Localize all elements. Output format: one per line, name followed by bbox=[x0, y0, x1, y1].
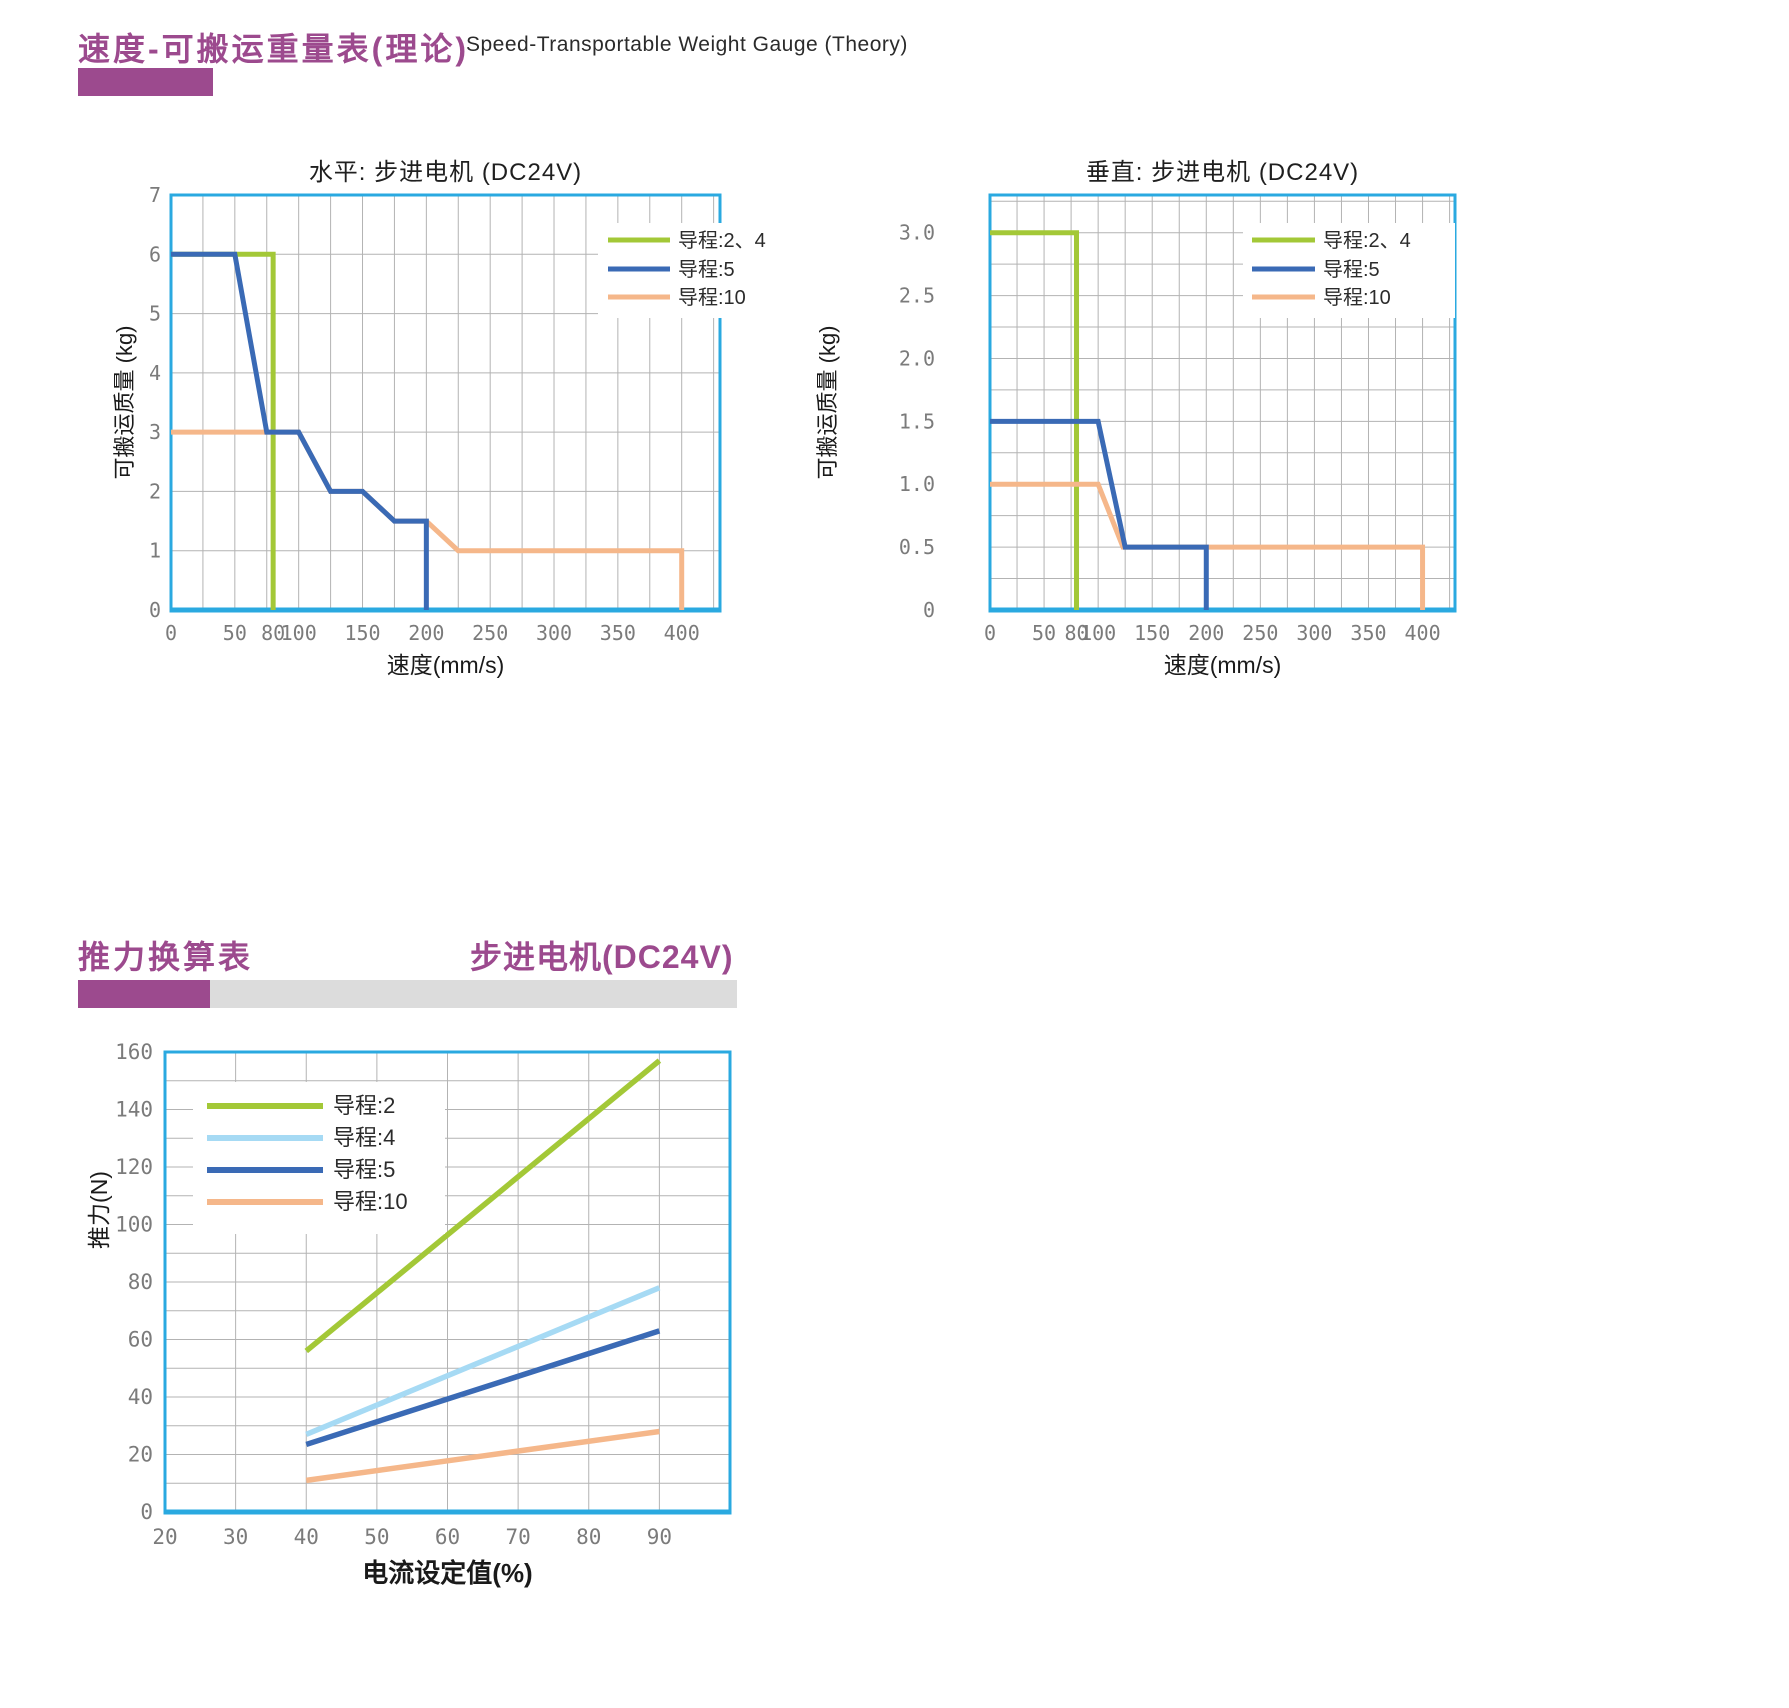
y-tick-label: 3.0 bbox=[899, 221, 935, 245]
y-tick-label: 0 bbox=[149, 598, 161, 622]
x-tick-label: 50 bbox=[1032, 621, 1056, 645]
chart-vertical-title: 垂直: 步进电机 (DC24V) bbox=[1085, 159, 1360, 186]
x-tick-label: 200 bbox=[408, 621, 444, 645]
y-tick-label: 0 bbox=[923, 598, 935, 622]
chart-vertical-plot: 导程:2、4 导程:5 导程:10 0 50 80 100 150 200 250 300 350 40… bbox=[800, 185, 1470, 690]
y-tick-label: 140 bbox=[115, 1098, 153, 1122]
series-导程:5 bbox=[990, 418, 1209, 610]
x-tick-label: 50 bbox=[364, 1525, 389, 1549]
y-tick-label: 0 bbox=[140, 1500, 153, 1524]
x-tick-label: 200 bbox=[1188, 621, 1224, 645]
y-tick-label: 2.5 bbox=[899, 284, 935, 308]
legend-label: 导程:2、4 bbox=[1323, 229, 1411, 252]
x-tick-label: 80 bbox=[1064, 621, 1088, 645]
x-tick-label: 150 bbox=[1134, 621, 1170, 645]
y-tick-label: 20 bbox=[128, 1443, 153, 1467]
x-tick-label: 400 bbox=[1404, 621, 1440, 645]
y-tick-label: 1.0 bbox=[899, 472, 935, 496]
x-axis-title: 速度(mm/s) bbox=[387, 652, 505, 678]
y-tick-label: 1.5 bbox=[899, 409, 935, 433]
legend-label: 导程:10 bbox=[333, 1189, 408, 1214]
x-axis-title: 电流设定值(%) bbox=[362, 1558, 532, 1588]
series-导程:10 bbox=[305, 1428, 660, 1484]
x-tick-label: 30 bbox=[223, 1525, 248, 1549]
x-tick-label: 70 bbox=[505, 1525, 530, 1549]
y-tick-label: 7 bbox=[149, 185, 161, 207]
y-tick-label: 2 bbox=[149, 479, 161, 503]
legend-label: 导程:10 bbox=[678, 286, 746, 309]
y-axis-title: 可搬运质量 (kg) bbox=[112, 325, 137, 479]
legend-label: 导程:4 bbox=[333, 1125, 395, 1150]
chart-vertical-speed-weight: 垂直: 步进电机 (DC24V) 导程:2、4 导程:5 导程:10 0 50 80 100… bbox=[800, 152, 1470, 692]
legend-label: 导程:5 bbox=[678, 258, 735, 281]
x-tick-label: 350 bbox=[600, 621, 636, 645]
x-tick-label: 300 bbox=[536, 621, 572, 645]
x-tick-label: 90 bbox=[647, 1525, 672, 1549]
x-tick-label: 80 bbox=[576, 1525, 601, 1549]
y-tick-label: 2.0 bbox=[899, 346, 935, 370]
x-tick-label: 60 bbox=[435, 1525, 460, 1549]
legend-label: 导程:10 bbox=[1323, 286, 1391, 309]
section2-gray-bar bbox=[210, 980, 737, 1008]
y-tick-label: 5 bbox=[149, 302, 161, 326]
section1-title-zh: 速度-可搬运重量表(理论) bbox=[78, 31, 469, 67]
x-tick-label: 20 bbox=[152, 1525, 177, 1549]
series-导程:5 bbox=[305, 1328, 661, 1448]
legend-label: 导程:2 bbox=[333, 1093, 395, 1118]
x-tick-label: 350 bbox=[1350, 621, 1386, 645]
x-tick-label: 50 bbox=[223, 621, 247, 645]
x-tick-label: 400 bbox=[664, 621, 700, 645]
chart-horizontal-plot: 导程:2、4 导程:5 导程:10 0 50 80 100 150 200 250 300 350 40… bbox=[110, 185, 770, 690]
y-tick-label: 3 bbox=[149, 420, 161, 444]
x-tick-label: 100 bbox=[1080, 621, 1116, 645]
section1-title-en: Speed-Transportable Weight Gauge (Theory… bbox=[466, 33, 908, 56]
y-tick-label: 160 bbox=[115, 1040, 153, 1064]
x-tick-label: 250 bbox=[1242, 621, 1278, 645]
x-axis-title: 速度(mm/s) bbox=[1164, 652, 1282, 678]
y-axis-title: 可搬运质量 (kg) bbox=[815, 325, 840, 479]
x-tick-label: 0 bbox=[984, 621, 996, 645]
y-tick-label: 0.5 bbox=[899, 535, 935, 559]
y-axis-title: 推力(N) bbox=[86, 1171, 112, 1249]
legend-label: 导程:2、4 bbox=[678, 229, 766, 252]
y-tick-label: 120 bbox=[115, 1155, 153, 1179]
y-tick-label: 1 bbox=[149, 539, 161, 563]
y-tick-label: 100 bbox=[115, 1213, 153, 1237]
y-tick-label: 4 bbox=[149, 361, 161, 385]
legend-label: 导程:5 bbox=[333, 1157, 395, 1182]
chart-horizontal-title: 水平: 步进电机 (DC24V) bbox=[308, 159, 583, 186]
series-导程:5 bbox=[171, 251, 429, 610]
section1-accent-bar bbox=[78, 68, 213, 96]
legend-label: 导程:5 bbox=[1323, 258, 1380, 281]
chart-horizontal-speed-weight: 水平: 步进电机 (DC24V) 导程:2、4 导程:5 导程:10 0 50 80 100… bbox=[110, 152, 770, 692]
x-tick-label: 0 bbox=[165, 621, 177, 645]
chart-thrust-conversion: 导程:2 导程:4 导程:5 导程:10 20 30 40 50 60 70 80 90 0 20 40 60… bbox=[85, 1040, 785, 1660]
x-tick-label: 150 bbox=[344, 621, 380, 645]
series-导程:4 bbox=[305, 1285, 661, 1437]
x-tick-label: 80 bbox=[261, 621, 285, 645]
chart-thrust-plot: 导程:2 导程:4 导程:5 导程:10 20 30 40 50 60 70 80 90 0 20 40 60… bbox=[85, 1040, 785, 1600]
x-tick-label: 40 bbox=[294, 1525, 319, 1549]
y-tick-label: 40 bbox=[128, 1385, 153, 1409]
y-tick-label: 60 bbox=[128, 1328, 153, 1352]
section2-title-right: 步进电机(DC24V) bbox=[470, 939, 734, 975]
section2-title-zh: 推力换算表 bbox=[78, 939, 254, 975]
x-tick-label: 300 bbox=[1296, 621, 1332, 645]
series-导程:2 bbox=[304, 1058, 662, 1354]
y-tick-label: 80 bbox=[128, 1270, 153, 1294]
x-tick-label: 100 bbox=[281, 621, 317, 645]
x-tick-label: 250 bbox=[472, 621, 508, 645]
section2-accent-bar bbox=[78, 980, 210, 1008]
y-tick-label: 6 bbox=[149, 242, 161, 266]
